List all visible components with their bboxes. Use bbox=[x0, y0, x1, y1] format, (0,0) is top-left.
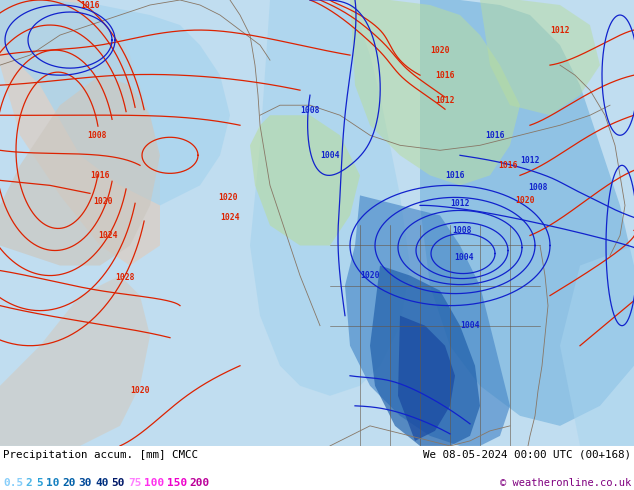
Text: © weatheronline.co.uk: © weatheronline.co.uk bbox=[500, 478, 631, 488]
Text: We 08-05-2024 00:00 UTC (00+168): We 08-05-2024 00:00 UTC (00+168) bbox=[423, 450, 631, 460]
Text: 1024: 1024 bbox=[220, 213, 240, 222]
Polygon shape bbox=[0, 275, 150, 446]
Text: 50: 50 bbox=[112, 478, 125, 488]
Text: 100: 100 bbox=[145, 478, 165, 488]
Text: 1020: 1020 bbox=[360, 271, 380, 280]
Text: 40: 40 bbox=[95, 478, 108, 488]
Polygon shape bbox=[420, 0, 634, 426]
Polygon shape bbox=[0, 0, 634, 446]
Polygon shape bbox=[250, 115, 360, 245]
Text: 1012: 1012 bbox=[450, 199, 470, 208]
Text: 1020: 1020 bbox=[93, 197, 113, 206]
Text: 1016: 1016 bbox=[436, 71, 455, 80]
Polygon shape bbox=[0, 0, 160, 266]
Text: 150: 150 bbox=[167, 478, 187, 488]
Text: 20: 20 bbox=[62, 478, 76, 488]
Text: 200: 200 bbox=[190, 478, 210, 488]
Polygon shape bbox=[345, 196, 510, 446]
Polygon shape bbox=[250, 0, 410, 396]
Polygon shape bbox=[480, 0, 600, 115]
Text: 1020: 1020 bbox=[515, 196, 534, 205]
Text: 1012: 1012 bbox=[436, 96, 455, 105]
Text: 1028: 1028 bbox=[115, 273, 135, 282]
Text: 1012: 1012 bbox=[550, 25, 570, 35]
Polygon shape bbox=[0, 0, 230, 205]
Text: 1016: 1016 bbox=[445, 171, 465, 180]
Text: 1020: 1020 bbox=[130, 386, 150, 395]
Text: Precipitation accum. [mm] CMCC: Precipitation accum. [mm] CMCC bbox=[3, 450, 198, 460]
Text: 75: 75 bbox=[128, 478, 141, 488]
Text: 10: 10 bbox=[46, 478, 60, 488]
Text: 5: 5 bbox=[36, 478, 42, 488]
Polygon shape bbox=[0, 75, 160, 266]
Text: 1008: 1008 bbox=[528, 183, 548, 192]
Text: 1004: 1004 bbox=[460, 321, 480, 330]
Text: 30: 30 bbox=[79, 478, 93, 488]
Text: 1008: 1008 bbox=[452, 226, 472, 235]
Text: 1008: 1008 bbox=[301, 106, 320, 115]
Text: 1016: 1016 bbox=[81, 0, 100, 9]
Text: 1004: 1004 bbox=[320, 151, 340, 160]
Text: 1024: 1024 bbox=[98, 231, 118, 240]
Text: 1016: 1016 bbox=[498, 161, 518, 170]
Polygon shape bbox=[350, 0, 520, 185]
Text: 1016: 1016 bbox=[90, 171, 110, 180]
Polygon shape bbox=[560, 245, 634, 446]
Text: 1020: 1020 bbox=[430, 46, 450, 54]
Polygon shape bbox=[370, 266, 480, 446]
Text: 1004: 1004 bbox=[454, 253, 474, 262]
Text: 2: 2 bbox=[25, 478, 32, 488]
Text: 1020: 1020 bbox=[218, 193, 238, 202]
Text: 0.5: 0.5 bbox=[3, 478, 23, 488]
Text: 1008: 1008 bbox=[87, 131, 107, 140]
Text: 1012: 1012 bbox=[521, 156, 540, 165]
Text: 1016: 1016 bbox=[485, 131, 505, 140]
Polygon shape bbox=[398, 316, 455, 441]
